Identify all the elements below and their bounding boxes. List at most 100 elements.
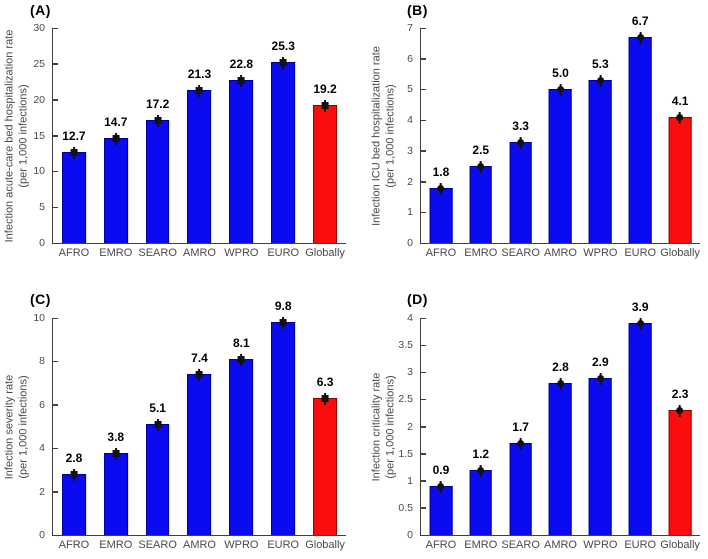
- bar-euro: [271, 56, 296, 243]
- y-tick-label: 2: [39, 485, 45, 498]
- bar-searo: [145, 114, 170, 243]
- plot-area: 0 2 4 6 8 10 2.8 AFRO 3.8 EMRO 5.1 SEARO 7.4 AMRO 8.1 W…: [33, 299, 346, 551]
- bar-slot: 21.3 AMRO: [179, 28, 221, 259]
- y-tick-mark: [53, 491, 58, 493]
- bar-emro: [103, 132, 128, 243]
- y-tick-mark: [53, 317, 58, 319]
- x-tick-label: EURO: [624, 247, 657, 259]
- plot-area: 0 5 10 15 20 25 30 12.7 AFRO 14.7 EMRO 17.2 SEARO 21.…: [33, 22, 346, 259]
- bar-amro: [549, 378, 572, 535]
- bar-slot: 5.3 WPRO: [580, 28, 620, 259]
- error-bar-marker: [556, 86, 564, 94]
- bar-slot: 6.3 Globally: [304, 318, 346, 551]
- y-tick-label: 2.5: [398, 393, 413, 406]
- bar-slot: 9.8 EURO: [262, 299, 304, 551]
- x-tick-label: WPRO: [583, 539, 618, 551]
- y-tick-mark: [421, 150, 426, 152]
- y-tick-mark: [421, 58, 426, 60]
- x-tick-label: EURO: [624, 539, 657, 551]
- x-tick-label: EMRO: [99, 539, 133, 551]
- y-tick-mark: [421, 344, 426, 347]
- error-bar-marker: [237, 356, 245, 364]
- y-tick-label: 0: [39, 237, 45, 249]
- bar-slot: 1.8 AFRO: [421, 28, 461, 259]
- y-tick-mark: [53, 534, 58, 536]
- x-tick-label: WPRO: [583, 247, 618, 259]
- error-bar-marker: [596, 77, 604, 85]
- x-tick-label: Globally: [660, 539, 700, 551]
- error-bar-marker: [517, 138, 525, 146]
- panel-a: (A) Infection acute-care bed hospitalizat…: [0, 0, 354, 280]
- y-tick-label: 4: [39, 442, 45, 455]
- bar-value-label: 3.8: [107, 429, 125, 444]
- y-tick-label: 3: [407, 144, 413, 157]
- bar-slot: 19.2 Globally: [304, 28, 346, 259]
- x-tick-label: EURO: [267, 247, 300, 259]
- y-tick-label: 0.5: [398, 501, 413, 514]
- bar-value-label: 4.1: [671, 94, 689, 109]
- error-bar-marker: [636, 34, 644, 42]
- y-tick-label: 1: [407, 474, 413, 487]
- error-bar-marker: [321, 102, 329, 110]
- bar-value-label: 2.5: [472, 143, 490, 158]
- bar-amro: [187, 85, 212, 243]
- bar-euro: [271, 317, 296, 535]
- bar-searo: [509, 437, 532, 535]
- y-tick-label: 8: [39, 355, 45, 368]
- bar-value-label: 1.2: [472, 446, 490, 461]
- x-tick-label: EMRO: [464, 539, 498, 551]
- y-tick-mark: [421, 181, 426, 183]
- bar-value-label: 9.8: [274, 299, 292, 314]
- bar-value-label: 3.3: [512, 118, 529, 133]
- bar-slot: 2.9 WPRO: [580, 318, 620, 551]
- bar-searo: [145, 419, 170, 535]
- bar-value-label: 19.2: [313, 82, 337, 97]
- bar-slot: 5.0 AMRO: [541, 28, 581, 259]
- y-tick-label: 0: [39, 529, 45, 541]
- bar-value-label: 5.1: [149, 401, 166, 416]
- y-axis-label-line2: (per 1,000 infections): [17, 375, 29, 479]
- y-tick-mark: [421, 507, 426, 509]
- bar-value-label: 2.8: [65, 451, 83, 466]
- y-tick-mark: [53, 135, 58, 137]
- y-tick-mark: [421, 317, 426, 319]
- y-axis-label: Infection ICU bed hospitalization rate (p…: [371, 46, 398, 226]
- panel-letter: (C): [30, 291, 51, 307]
- error-bar-marker: [437, 184, 445, 192]
- panel-letter: (D): [407, 291, 428, 307]
- bar-afro: [62, 469, 86, 535]
- y-tick-mark: [421, 534, 426, 536]
- y-axis-label-line1: Infection ICU bed hospitalization rate: [370, 46, 383, 226]
- bar-euro: [628, 32, 652, 243]
- y-tick-mark: [53, 170, 58, 173]
- error-bar-marker: [321, 395, 329, 403]
- y-tick-mark: [421, 426, 426, 428]
- y-tick-mark: [53, 404, 58, 406]
- bar-emro: [469, 161, 493, 243]
- bar-value-label: 1.8: [432, 164, 450, 179]
- y-tick-mark: [53, 360, 58, 363]
- y-tick-label: 0: [407, 529, 413, 541]
- bar-value-label: 1.7: [512, 419, 529, 434]
- bar-value-label: 17.2: [145, 96, 170, 111]
- bar-value-label: 22.8: [229, 56, 254, 71]
- x-tick-label: AFRO: [425, 539, 457, 551]
- y-tick-label: 1: [407, 206, 413, 219]
- y-tick-label: 3: [407, 366, 413, 379]
- x-tick-label: AMRO: [182, 539, 216, 551]
- y-tick-mark: [53, 447, 58, 450]
- bar-slot: 4.1 Globally: [660, 28, 700, 259]
- panel-d: (D) Infection criticality rate (per 1,000 …: [354, 280, 708, 559]
- bar-searo: [509, 136, 532, 243]
- bar-slot: 3.9 EURO: [620, 300, 660, 551]
- bar-slot: 22.8 WPRO: [220, 28, 262, 259]
- bar-value-label: 21.3: [187, 67, 212, 82]
- plot-area: 0 1 2 3 4 5 6 7 1.8 AFRO 2.5 EMRO 3.3 SEARO 5.0 AMRO 5.3…: [407, 14, 700, 259]
- y-tick-label: 5: [407, 83, 413, 96]
- x-tick-label: WPRO: [224, 539, 259, 551]
- x-tick-label: Globally: [305, 247, 345, 259]
- y-axis-label-line2: (per 1,000 infections): [384, 84, 396, 188]
- x-tick-label: EURO: [267, 539, 300, 551]
- y-tick-mark: [421, 27, 426, 29]
- y-tick-label: 2: [407, 175, 413, 188]
